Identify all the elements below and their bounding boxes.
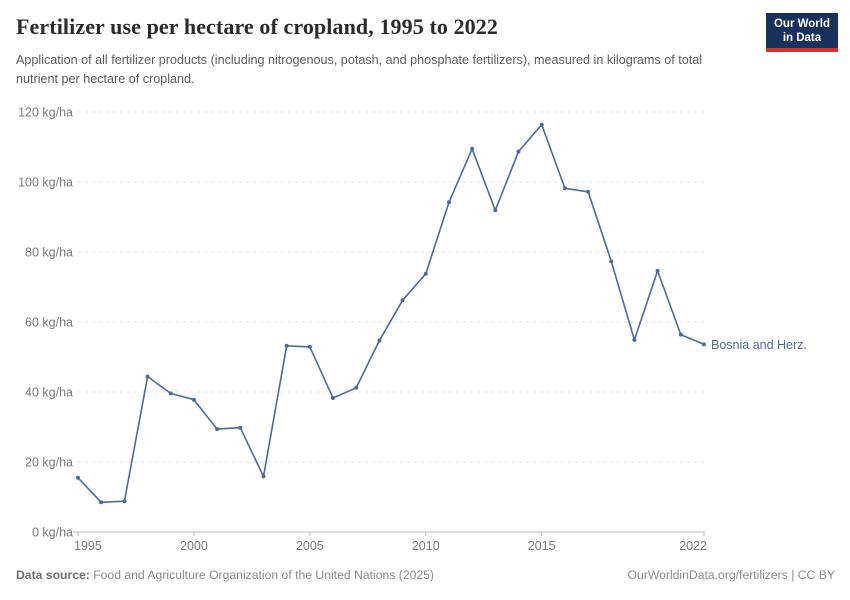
owid-logo-line2: in Data [782, 32, 822, 45]
data-point[interactable] [516, 149, 521, 154]
data-source-label: Data source: [16, 568, 90, 582]
x-tick-label: 2010 [412, 539, 440, 553]
y-tick-label: 20 kg/ha [25, 456, 73, 470]
data-point[interactable] [99, 500, 104, 505]
data-source-value: Food and Agriculture Organization of the… [89, 568, 434, 582]
y-tick-label: 120 kg/ha [18, 106, 73, 120]
x-tick-label: 1995 [74, 539, 102, 553]
credit-link[interactable]: OurWorldinData.org/fertilizers | CC BY [627, 568, 835, 582]
data-point[interactable] [655, 268, 660, 273]
data-point[interactable] [447, 200, 451, 205]
data-point[interactable] [215, 427, 220, 432]
data-point[interactable] [586, 189, 591, 194]
y-tick-label: 80 kg/ha [25, 246, 73, 260]
data-point[interactable] [307, 344, 312, 349]
data-point[interactable] [678, 332, 683, 337]
data-source: Data source: Food and Agriculture Organi… [16, 568, 434, 582]
x-tick-label: 2000 [180, 539, 208, 553]
data-point[interactable] [331, 396, 335, 400]
data-point[interactable] [400, 298, 405, 303]
data-point[interactable] [702, 342, 706, 347]
chart-subtitle: Application of all fertilizer products (… [16, 53, 703, 86]
data-point[interactable] [145, 374, 150, 379]
data-point[interactable] [284, 343, 289, 348]
x-tick-label: 2022 [679, 539, 707, 553]
owid-logo[interactable]: Our World in Data [765, 13, 838, 53]
data-point[interactable] [377, 338, 382, 343]
data-point[interactable] [609, 259, 614, 264]
data-point[interactable] [76, 475, 80, 480]
data-point[interactable] [238, 425, 243, 430]
x-tick-label: 2005 [296, 539, 324, 553]
data-point[interactable] [470, 146, 475, 151]
owid-logo-line1: Our World [773, 18, 830, 30]
data-line[interactable] [77, 123, 705, 504]
data-point[interactable] [632, 337, 637, 342]
page-title: Fertilizer use per hectare of cropland, … [16, 14, 498, 39]
y-tick-label: 100 kg/ha [18, 176, 73, 190]
data-point[interactable] [354, 385, 359, 390]
data-point[interactable] [539, 122, 544, 127]
data-point[interactable] [423, 271, 428, 276]
chart-footer: Data source: Food and Agriculture Organi… [16, 568, 835, 582]
data-point[interactable] [168, 391, 173, 396]
y-tick-label: 60 kg/ha [25, 316, 73, 330]
x-tick-label: 2015 [528, 539, 556, 553]
data-point[interactable] [261, 474, 266, 479]
data-point[interactable] [122, 499, 127, 504]
y-tick-label: 0 kg/ha [32, 526, 73, 540]
data-point[interactable] [493, 208, 498, 213]
data-point[interactable] [562, 186, 567, 191]
data-point[interactable] [191, 397, 196, 402]
entity-label[interactable]: Bosnia and Herz. [711, 338, 807, 352]
y-tick-label: 40 kg/ha [25, 386, 73, 400]
